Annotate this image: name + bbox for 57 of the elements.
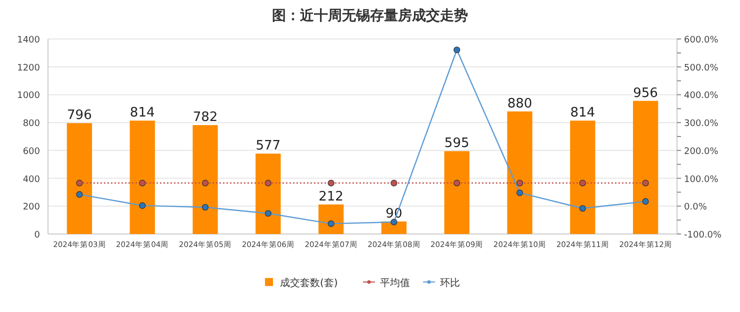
point — [516, 189, 524, 196]
y-tick-label: 1400 — [17, 36, 40, 46]
point — [516, 180, 524, 186]
point — [76, 180, 83, 186]
data-label: 212 — [318, 189, 344, 204]
y-tick-label: 0 — [34, 230, 40, 240]
legend-label: 成交套数(套) — [280, 277, 338, 289]
bar — [256, 154, 281, 234]
data-label: 796 — [67, 108, 92, 124]
y-tick-label: 800 — [22, 119, 40, 130]
bar — [444, 151, 470, 234]
legend-label: 平均值 — [380, 277, 410, 289]
point — [454, 180, 460, 186]
data-label: 814 — [570, 106, 596, 121]
point — [642, 198, 649, 205]
point — [579, 205, 586, 212]
bar — [318, 204, 344, 234]
point — [202, 204, 209, 211]
chart-title: 图：近十周无锡存量房成交走势 — [272, 7, 468, 24]
y2-tick-label: 200.0% — [684, 146, 719, 157]
data-label: 956 — [633, 86, 658, 101]
data-label: 782 — [192, 110, 218, 126]
data-label: 880 — [507, 96, 532, 112]
bar — [507, 111, 532, 234]
y2-tick-label: 100.0% — [684, 174, 719, 185]
point — [579, 180, 586, 186]
point — [454, 46, 460, 54]
point — [390, 180, 398, 186]
y2-tick-label: 600.0% — [684, 36, 719, 46]
data-label: 577 — [256, 138, 281, 154]
point — [139, 202, 146, 209]
bar — [130, 120, 155, 234]
point — [328, 220, 334, 227]
y2-tick-label: 0.0% — [684, 202, 708, 213]
bar — [66, 123, 92, 234]
point — [202, 180, 209, 186]
point — [139, 180, 146, 186]
bar — [570, 120, 596, 234]
point — [264, 180, 272, 186]
legend-label: 环比 — [440, 277, 460, 289]
data-label: 595 — [444, 136, 470, 152]
point — [264, 210, 272, 217]
y-tick-label: 600 — [22, 146, 40, 157]
bar — [632, 100, 658, 234]
data-label: 814 — [130, 106, 155, 121]
y-tick-label: 1000 — [17, 91, 40, 102]
y2-tick-label: 300.0% — [684, 119, 719, 130]
y2-tick-label: -100.0% — [684, 230, 722, 240]
y2-tick-label: 400.0% — [684, 91, 719, 102]
y-tick-label: 200 — [22, 202, 40, 213]
point — [642, 180, 649, 186]
point — [76, 191, 83, 198]
y2-tick-label: 500.0% — [684, 63, 719, 74]
y-tick-label: 400 — [22, 174, 40, 185]
y-tick-label: 1200 — [17, 63, 40, 74]
bar — [192, 125, 218, 234]
point — [328, 180, 334, 186]
